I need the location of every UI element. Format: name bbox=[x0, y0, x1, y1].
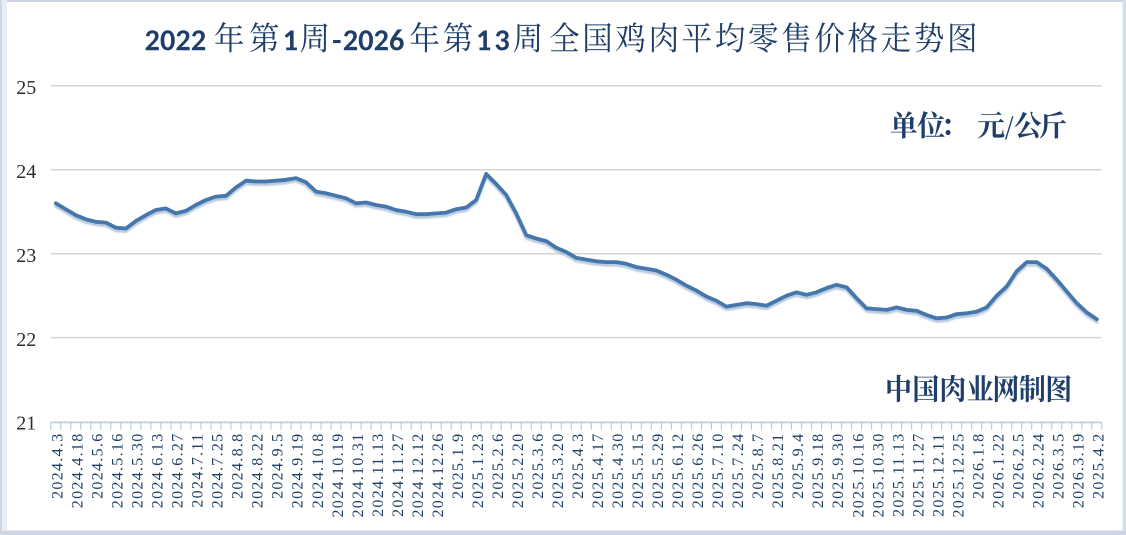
svg-text:21: 21 bbox=[16, 413, 36, 435]
svg-text:2025.12.25: 2025.12.25 bbox=[950, 433, 967, 518]
svg-text:2025.11.13: 2025.11.13 bbox=[890, 433, 907, 517]
svg-text:2025.1.23: 2025.1.23 bbox=[470, 433, 487, 509]
svg-text:2025.11.27: 2025.11.27 bbox=[910, 433, 927, 517]
svg-text:2025.6.12: 2025.6.12 bbox=[670, 433, 687, 509]
svg-text:2025.1.9: 2025.1.9 bbox=[450, 433, 467, 499]
svg-text:22: 22 bbox=[16, 329, 36, 351]
svg-text:2024.6.13: 2024.6.13 bbox=[150, 433, 167, 509]
svg-text:2025.3.6: 2025.3.6 bbox=[530, 433, 547, 499]
svg-text:2025.3.20: 2025.3.20 bbox=[550, 433, 567, 509]
svg-text:2025.8.7: 2025.8.7 bbox=[750, 433, 767, 499]
svg-text:2024.5.6: 2024.5.6 bbox=[90, 433, 107, 499]
svg-text:2025.9.18: 2025.9.18 bbox=[810, 433, 827, 509]
svg-text:2025.6.26: 2025.6.26 bbox=[690, 433, 707, 509]
svg-text:2024.7.25: 2024.7.25 bbox=[210, 433, 227, 509]
svg-text:2025.4.17: 2025.4.17 bbox=[590, 433, 607, 509]
svg-text:2025.9.30: 2025.9.30 bbox=[830, 433, 847, 509]
svg-text:2024.11.13: 2024.11.13 bbox=[370, 433, 387, 517]
svg-text:2025.4.30: 2025.4.30 bbox=[610, 433, 627, 509]
svg-text:2025.7.24: 2025.7.24 bbox=[730, 433, 747, 509]
svg-text:2024.8.22: 2024.8.22 bbox=[250, 433, 267, 509]
svg-text:2025.8.21: 2025.8.21 bbox=[770, 433, 787, 509]
svg-text:2026.1.8: 2026.1.8 bbox=[970, 433, 987, 499]
svg-text:2024.5.16: 2024.5.16 bbox=[110, 433, 127, 509]
svg-text:2025.5.15: 2025.5.15 bbox=[630, 433, 647, 509]
svg-text:2024.10.8: 2024.10.8 bbox=[310, 433, 327, 509]
svg-text:2026.3.19: 2026.3.19 bbox=[1071, 433, 1088, 509]
svg-text:2026.2.24: 2026.2.24 bbox=[1030, 433, 1047, 509]
svg-text:2025.5.29: 2025.5.29 bbox=[650, 433, 667, 509]
svg-text:2025.2.6: 2025.2.6 bbox=[490, 433, 507, 499]
svg-text:2024.10.31: 2024.10.31 bbox=[350, 433, 367, 518]
svg-text:2024.5.30: 2024.5.30 bbox=[130, 433, 147, 509]
svg-text:2025.7.10: 2025.7.10 bbox=[710, 433, 727, 509]
svg-text:2024.4.18: 2024.4.18 bbox=[70, 433, 87, 509]
svg-text:2024.8.8: 2024.8.8 bbox=[230, 433, 247, 499]
svg-text:2025.4.2: 2025.4.2 bbox=[1091, 433, 1108, 499]
svg-text:2024.12.12: 2024.12.12 bbox=[410, 433, 427, 518]
svg-text:2024.7.11: 2024.7.11 bbox=[190, 433, 207, 508]
svg-text:2025.4.3: 2025.4.3 bbox=[570, 433, 587, 499]
svg-text:25: 25 bbox=[16, 77, 36, 99]
svg-text:2024.9.5: 2024.9.5 bbox=[270, 433, 287, 499]
svg-text:2025.10.16: 2025.10.16 bbox=[850, 433, 867, 518]
svg-text:2024.11.27: 2024.11.27 bbox=[390, 433, 407, 517]
svg-text:23: 23 bbox=[16, 245, 36, 267]
svg-text:2025.2.20: 2025.2.20 bbox=[510, 433, 527, 509]
svg-text:2024.9.19: 2024.9.19 bbox=[290, 433, 307, 509]
svg-text:2025.10.30: 2025.10.30 bbox=[870, 433, 887, 518]
svg-text:2025.12.11: 2025.12.11 bbox=[930, 433, 947, 517]
svg-text:24: 24 bbox=[16, 161, 36, 183]
svg-text:2025.9.4: 2025.9.4 bbox=[790, 433, 807, 499]
svg-text:2026.3.5: 2026.3.5 bbox=[1051, 433, 1068, 499]
svg-text:2024.6.27: 2024.6.27 bbox=[170, 433, 187, 509]
svg-text:2024.10.19: 2024.10.19 bbox=[330, 433, 347, 518]
svg-text:2024.12.26: 2024.12.26 bbox=[430, 433, 447, 518]
svg-text:2026.1.22: 2026.1.22 bbox=[990, 433, 1007, 509]
svg-text:2024.4.3: 2024.4.3 bbox=[50, 433, 67, 499]
svg-text:2026.2.5: 2026.2.5 bbox=[1010, 433, 1027, 499]
